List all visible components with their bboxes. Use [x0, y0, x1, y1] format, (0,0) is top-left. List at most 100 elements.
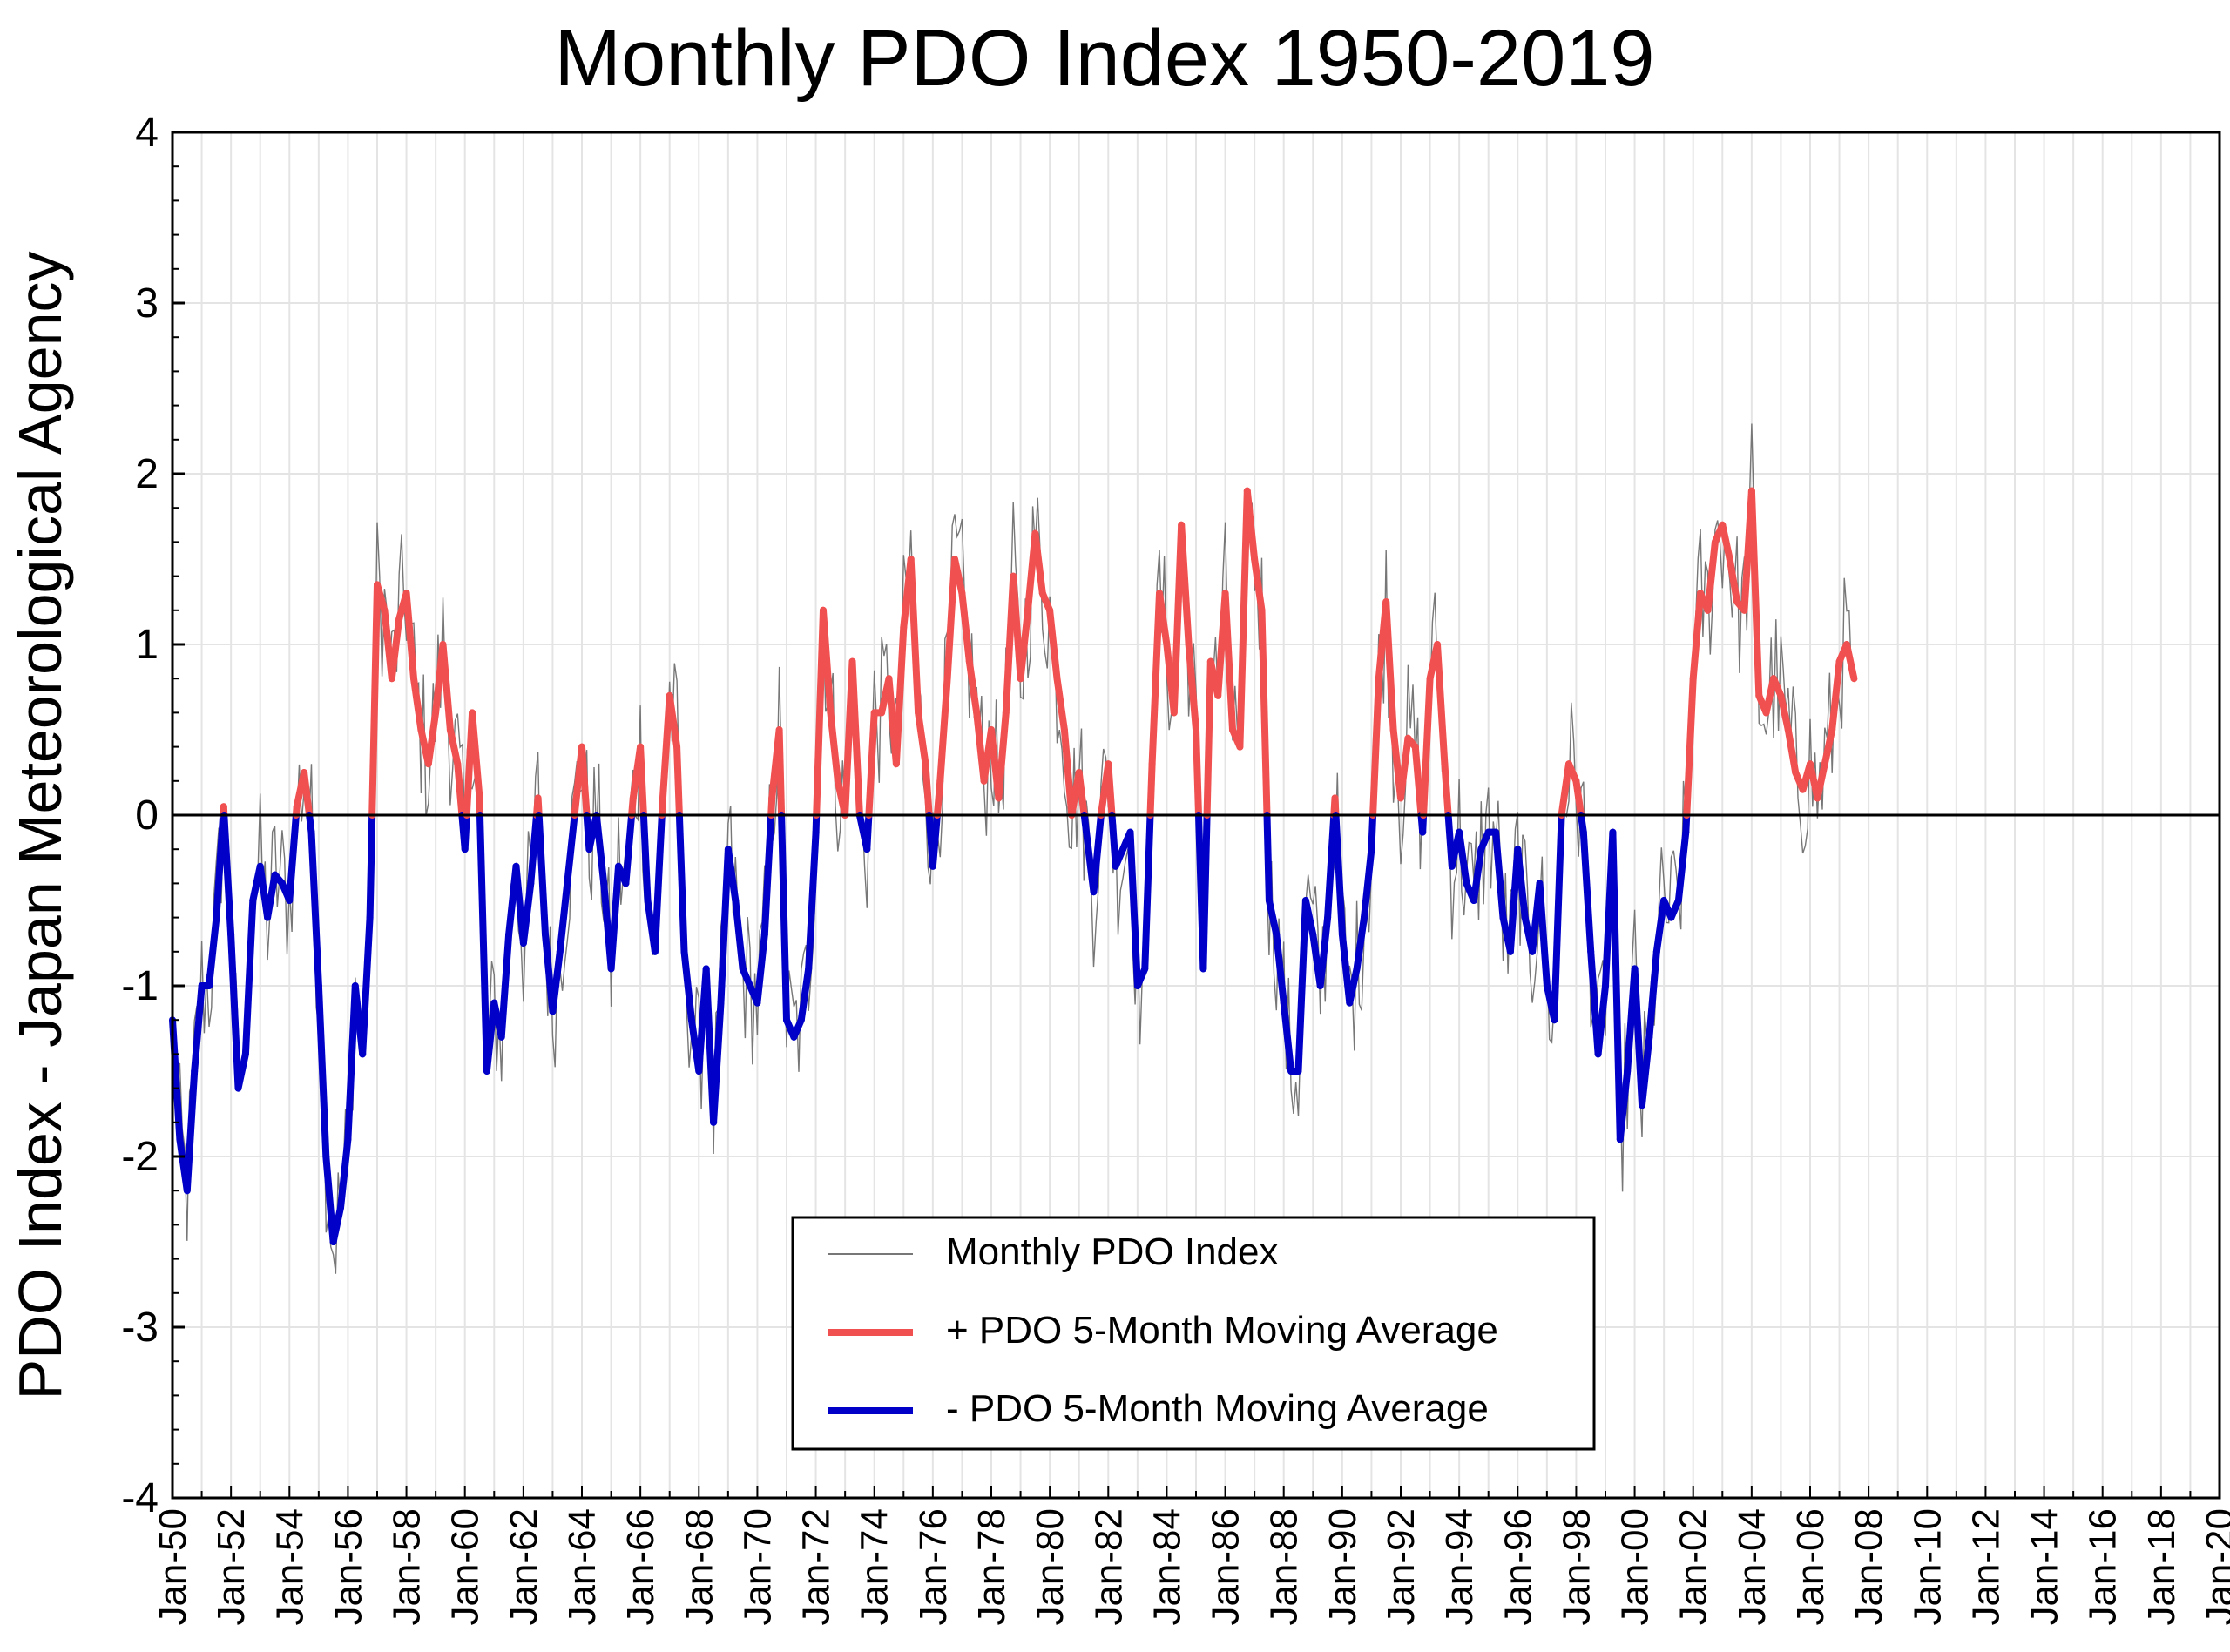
avg-segment-positive — [1236, 487, 1251, 751]
avg-segment-negative — [564, 812, 578, 887]
avg-segment-positive — [1382, 598, 1397, 733]
x-tick-label: Jan-10 — [1906, 1508, 1949, 1626]
avg-segment-negative — [1361, 846, 1375, 921]
x-tick-label: Jan-60 — [444, 1508, 487, 1626]
x-axis-ticks: Jan-50 Jan-52 Jan-54 Jan-56 Jan-58 Jan-60 Jan-… — [152, 1486, 2230, 1626]
avg-segment-positive — [578, 743, 591, 819]
avg-segment-positive — [1683, 675, 1697, 819]
chart-title: Monthly PDO Index 1950-2019 — [554, 14, 1654, 103]
avg-segment-positive — [1397, 734, 1412, 802]
x-tick-label: Jan-62 — [503, 1508, 545, 1626]
x-tick-label: Jan-06 — [1789, 1508, 1832, 1626]
avg-segment-negative — [1594, 982, 1609, 1058]
avg-segment-positive — [1156, 590, 1171, 648]
x-tick-label: Jan-66 — [619, 1508, 662, 1626]
avg-segment-positive — [469, 709, 483, 802]
avg-segment-positive — [402, 590, 417, 683]
avg-segment-positive — [943, 556, 958, 683]
avg-segment-positive — [775, 726, 786, 819]
avg-segment-positive — [1411, 743, 1425, 819]
avg-segment-negative — [1108, 812, 1119, 870]
avg-segment-negative — [1294, 897, 1309, 1075]
x-tick-label: Jan-76 — [912, 1508, 955, 1626]
avg-segment-positive — [848, 657, 863, 819]
x-tick-label: Jan-14 — [2024, 1508, 2066, 1626]
x-tick-label: Jan-56 — [327, 1508, 369, 1626]
avg-segment-negative — [1631, 965, 1645, 1109]
avg-segment-negative — [314, 982, 330, 1160]
avg-segment-negative — [191, 982, 206, 1075]
avg-segment-positive — [1221, 590, 1236, 733]
x-tick-label: Jan-82 — [1087, 1508, 1130, 1626]
avg-segment-positive — [933, 777, 944, 819]
avg-segment-positive — [1558, 760, 1572, 819]
x-tick-label: Jan-90 — [1321, 1508, 1364, 1626]
avg-segment-positive — [1148, 590, 1163, 768]
x-tick-label: Jan-84 — [1145, 1508, 1188, 1626]
avg-segment-positive — [1060, 726, 1076, 819]
y-tick-label: 0 — [135, 792, 159, 839]
x-tick-label: Jan-00 — [1614, 1508, 1657, 1626]
avg-segment-positive — [1843, 641, 1858, 683]
avg-segment-positive — [410, 675, 425, 733]
x-tick-label: Jan-08 — [1848, 1508, 1890, 1626]
avg-segment-negative — [651, 812, 666, 955]
y-axis-ticks: 4 3 2 1 0 -1 -2 -3 -4 — [121, 110, 185, 1521]
avg-segment-negative — [476, 812, 490, 1075]
avg-segment-positive — [659, 691, 673, 811]
avg-segment-positive — [907, 556, 922, 717]
avg-segment-positive — [865, 709, 878, 819]
x-tick-label: Jan-96 — [1497, 1508, 1539, 1626]
avg-segment-positive — [1689, 590, 1705, 683]
x-tick-label: Jan-74 — [854, 1508, 896, 1626]
avg-segment-negative — [1616, 1068, 1632, 1143]
x-tick-label: Jan-20 — [2199, 1508, 2230, 1626]
avg-segment-positive — [915, 709, 929, 768]
avg-segment-positive — [1784, 726, 1800, 776]
avg-segment-negative — [1514, 846, 1529, 921]
y-tick-label: -4 — [121, 1475, 159, 1521]
x-tick-label: Jan-58 — [386, 1508, 429, 1626]
avg-segment-positive — [1178, 521, 1193, 648]
avg-segment-negative — [366, 812, 376, 921]
avg-segment-positive — [424, 709, 440, 768]
avg-segment-negative — [1674, 828, 1690, 904]
avg-segment-negative — [1265, 897, 1281, 939]
x-tick-label: Jan-16 — [2082, 1508, 2125, 1626]
avg-segment-positive — [827, 709, 841, 785]
x-tick-label: Jan-50 — [152, 1508, 194, 1626]
avg-segment-positive — [1243, 487, 1259, 563]
avg-segment-negative — [929, 812, 941, 870]
x-tick-label: Jan-52 — [210, 1508, 253, 1626]
x-tick-label: Jan-18 — [2140, 1508, 2183, 1626]
avg-segment-positive — [374, 581, 389, 614]
avg-segment-negative — [1456, 828, 1470, 887]
avg-segment-positive — [666, 691, 681, 751]
avg-segment-negative — [1199, 812, 1211, 973]
avg-segment-negative — [622, 812, 636, 887]
y-tick-label: -1 — [121, 963, 159, 1009]
avg-segment-negative — [1353, 914, 1368, 973]
avg-segment-positive — [1258, 606, 1271, 819]
avg-segment-negative — [760, 812, 775, 939]
avg-segment-negative — [753, 931, 768, 1007]
avg-segment-positive — [368, 581, 381, 819]
avg-segment-negative — [241, 897, 257, 1058]
x-tick-label: Jan-92 — [1380, 1508, 1422, 1626]
avg-segment-positive — [1828, 657, 1843, 733]
avg-segment-positive — [1777, 691, 1792, 733]
avg-segment-positive — [454, 760, 466, 819]
monthly-pdo-line — [172, 423, 1853, 1274]
x-tick-label: Jan-80 — [1029, 1508, 1071, 1626]
avg-segment-negative — [183, 1068, 199, 1195]
avg-segment-negative — [1551, 812, 1565, 1024]
avg-segment-positive — [951, 556, 966, 597]
legend-box — [791, 1216, 1596, 1451]
x-tick-label: Jan-64 — [561, 1508, 604, 1626]
y-tick-label: 3 — [135, 280, 159, 327]
avg-segment-negative — [1301, 897, 1317, 939]
legend: Monthly PDO Index + PDO 5-Month Moving A… — [791, 1216, 1596, 1451]
avg-segment-negative — [1263, 812, 1273, 904]
avg-segment-positive — [1031, 529, 1046, 597]
avg-segment-positive — [1075, 769, 1088, 819]
